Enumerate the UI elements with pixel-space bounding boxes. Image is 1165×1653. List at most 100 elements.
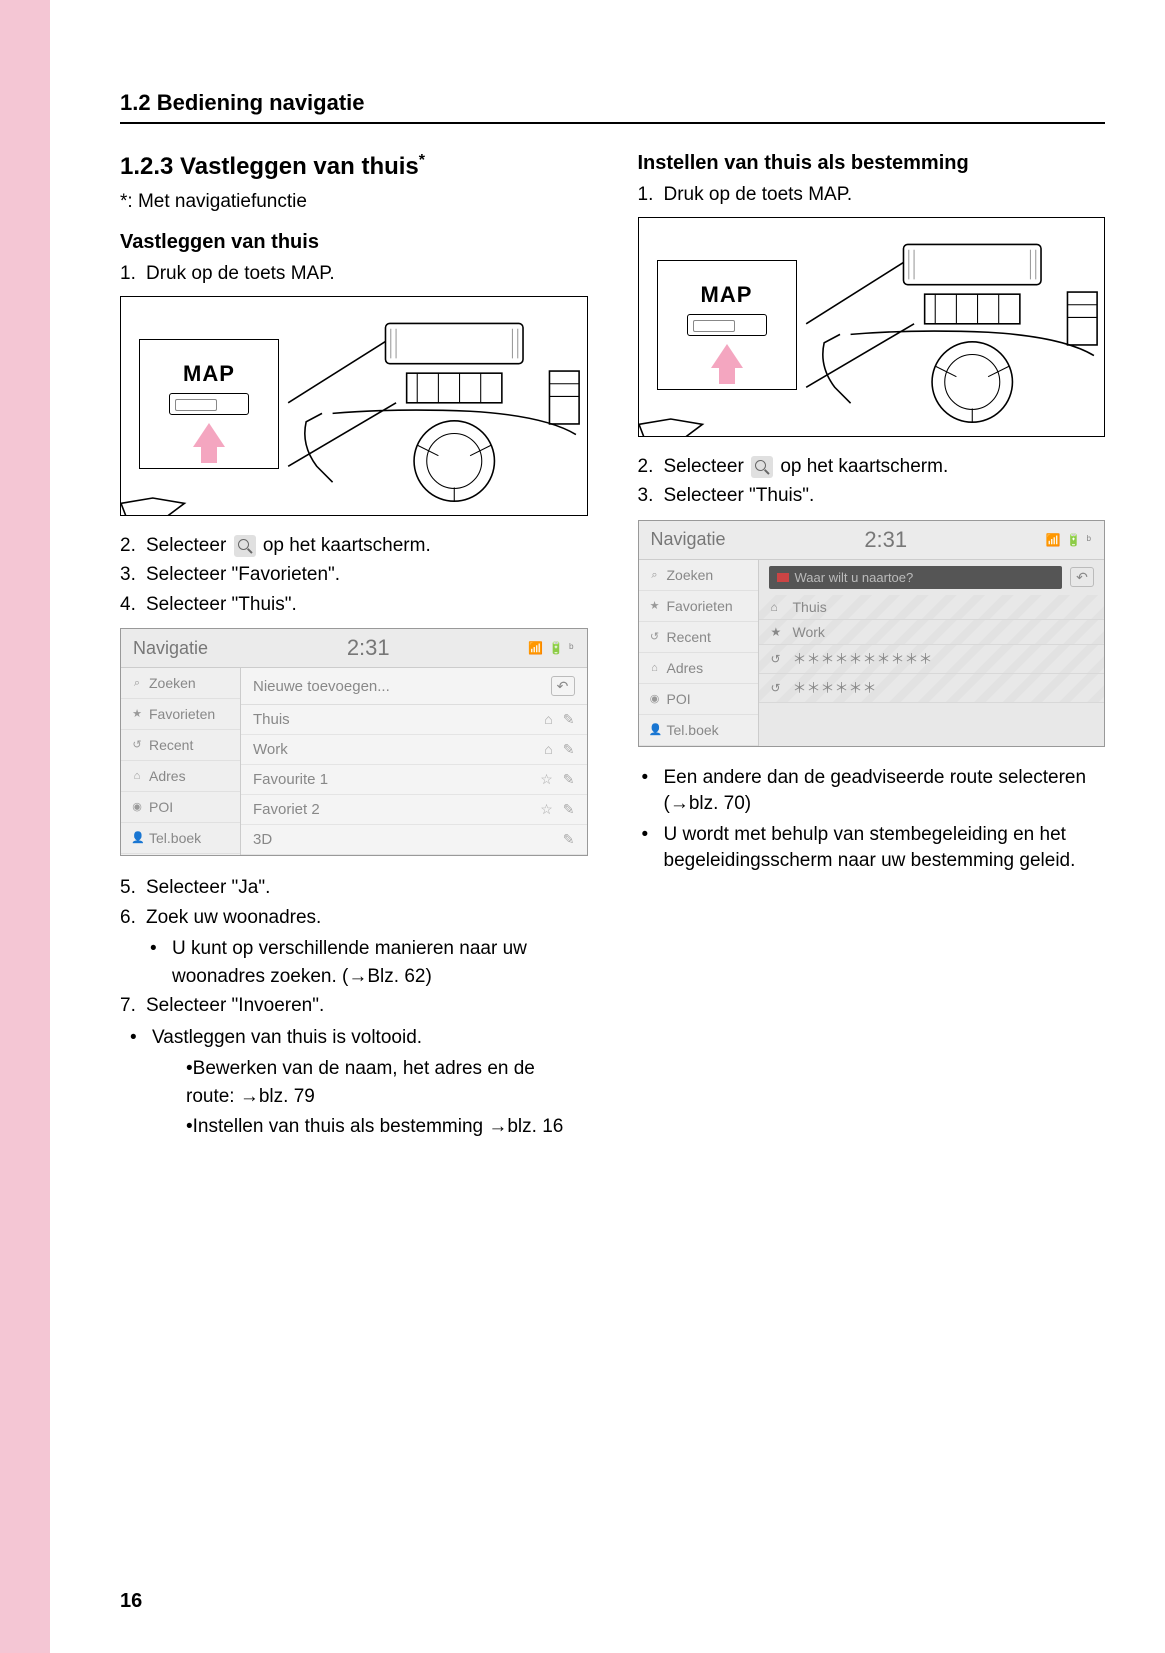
footnote: *: Met navigatiefunctie — [120, 191, 588, 213]
sidebar-item[interactable]: ◉ POI — [121, 792, 240, 823]
fav-row[interactable]: Work⌂✎ — [241, 735, 587, 765]
flag-icon — [777, 573, 789, 582]
sidebar-item[interactable]: ⌕Zoeken — [121, 668, 240, 699]
result-row[interactable]: ★Work — [759, 620, 1105, 645]
map-label: MAP — [183, 361, 235, 387]
sidebar-label: POI — [149, 799, 173, 815]
edit-icon[interactable]: ✎ — [563, 771, 575, 788]
right-bullet2: U wordt met behulp van stembegeleiding e… — [664, 822, 1106, 875]
ss2-main: Waar wilt u naartoe? ↶ ⌂Thuis ★Work ↺＊＊＊… — [759, 560, 1105, 746]
fav-row[interactable]: Thuis⌂✎ — [241, 705, 587, 735]
poi-icon: ◉ — [649, 693, 661, 705]
search-icon — [234, 535, 256, 557]
right-step1-text: Druk op de toets MAP. — [664, 184, 853, 205]
row-label: Thuis — [793, 599, 827, 615]
sidebar-item[interactable]: 👤Tel.boek — [121, 823, 240, 854]
step7-sub1: Bewerken van de naam, het adres en de ro… — [186, 1055, 588, 1110]
back-icon[interactable]: ↶ — [551, 676, 575, 696]
left-step1: 1.Druk op de toets MAP. — [146, 260, 588, 288]
step3-text: Selecteer "Favorieten". — [146, 564, 340, 585]
ss1-sidebar: ⌕Zoeken ★Favorieten ↺Recent ⌂Adres ◉POI … — [121, 668, 241, 855]
arrow-up-icon — [193, 423, 225, 447]
person-icon: 👤 — [649, 724, 661, 736]
home-icon: ⌂ — [771, 600, 785, 614]
sidebar-label: Recent — [149, 737, 193, 753]
sidebar-item[interactable]: ★ Favorieten — [639, 591, 758, 622]
poi-icon: ◉ — [131, 801, 143, 813]
map-callout-right: MAP — [657, 260, 797, 390]
fav-row[interactable]: 3D ✎ — [241, 825, 587, 855]
step5-text: Selecteer "Ja". — [146, 877, 270, 898]
map-illustration-left: MAP — [120, 296, 588, 516]
step7-bullet: Vastleggen van thuis is voltooid. — [152, 1024, 588, 1052]
step4-text: Selecteer "Thuis". — [146, 594, 297, 615]
map-callout: MAP — [139, 339, 279, 469]
back-icon[interactable]: ↶ — [1070, 567, 1094, 587]
nav-screenshot-search: Navigatie 2:31 📶 🔋 ᵇ ⌕Zoeken ★Favorieten… — [638, 520, 1106, 747]
search-placeholder: Waar wilt u naartoe? — [795, 570, 914, 585]
recent-icon: ↺ — [771, 652, 785, 666]
row-label: ＊＊＊＊＊＊＊＊＊＊ — [793, 649, 933, 669]
ss2-sidebar: ⌕Zoeken ★Favorieten ↺Recent ⌂Adres ◉POI … — [639, 560, 759, 746]
edit-icon[interactable]: ✎ — [563, 741, 575, 758]
sidebar-item[interactable]: ↺ Recent — [121, 730, 240, 761]
search-bar[interactable]: Waar wilt u naartoe? — [769, 566, 1063, 589]
left-step5: 5.Selecteer "Ja". — [146, 874, 588, 902]
result-row[interactable]: ⌂ Thuis — [759, 595, 1105, 620]
result-row[interactable]: ↺ ＊＊＊＊＊＊＊＊＊＊ — [759, 645, 1105, 674]
left-subhead: Vastleggen van thuis — [120, 231, 588, 254]
row-label: Work — [253, 741, 288, 758]
sidebar-item[interactable]: ⌕Zoeken — [639, 560, 758, 591]
left-margin-bar — [0, 0, 50, 1653]
right-step2: 2.Selecteer op het kaartscherm. — [664, 453, 1106, 481]
sidebar-label: Adres — [667, 660, 704, 676]
sidebar-item[interactable]: ◉ POI — [639, 684, 758, 715]
ss2-status-icons: 📶 🔋 ᵇ — [1046, 533, 1092, 547]
ss2-time: 2:31 — [864, 527, 907, 553]
sidebar-label: POI — [667, 691, 691, 707]
sidebar-label: Zoeken — [149, 675, 196, 691]
sidebar-item[interactable]: ⌂Adres — [121, 761, 240, 792]
sidebar-item[interactable]: ★Favorieten — [121, 699, 240, 730]
step2-pre: Selecteer — [146, 535, 232, 556]
right-subhead: Instellen van thuis als bestemming — [638, 152, 1106, 175]
ss1-time: 2:31 — [347, 635, 390, 661]
result-row[interactable]: ↺＊＊＊＊＊＊ — [759, 674, 1105, 703]
row-label: Favoriet 2 — [253, 801, 320, 818]
sidebar-item[interactable]: 👤Tel.boek — [639, 715, 758, 746]
step6-bullet: U kunt op verschillende manieren naar uw… — [172, 935, 588, 990]
row-label: Work — [793, 624, 825, 640]
home-icon: ⌂ — [649, 662, 661, 674]
star-icon: ☆ — [540, 801, 553, 818]
nav-screenshot-favourites: Navigatie 2:31 📶 🔋 ᵇ ⌕Zoeken ★Favorieten… — [120, 628, 588, 856]
page-number: 16 — [120, 1590, 142, 1613]
recent-icon: ↺ — [649, 631, 661, 643]
star-icon: ☆ — [540, 771, 553, 788]
add-new-label[interactable]: Nieuwe toevoegen... — [253, 678, 390, 695]
left-column: 1.2.3 Vastleggen van thuis* *: Met navig… — [120, 152, 588, 1142]
sidebar-label: Favorieten — [667, 598, 733, 614]
sidebar-label: Recent — [667, 629, 711, 645]
row-label: Thuis — [253, 711, 290, 728]
edit-icon[interactable]: ✎ — [563, 711, 575, 728]
edit-icon[interactable]: ✎ — [563, 801, 575, 818]
sidebar-label: Tel.boek — [149, 830, 201, 846]
ss1-title: Navigatie — [133, 638, 208, 659]
step2-post: op het kaartscherm. — [258, 535, 431, 556]
recent-icon: ↺ — [131, 739, 143, 751]
rstep2-pre: Selecteer — [664, 456, 750, 477]
edit-icon[interactable]: ✎ — [563, 831, 575, 848]
sidebar-item[interactable]: ⌂ Adres — [639, 653, 758, 684]
left-step2: 2.Selecteer op het kaartscherm. — [146, 532, 588, 560]
search-icon: ⌕ — [649, 569, 661, 581]
fav-row[interactable]: Favourite 1☆✎ — [241, 765, 587, 795]
subsection-sup: * — [419, 152, 425, 169]
fav-row[interactable]: Favoriet 2 ☆ ✎ — [241, 795, 587, 825]
left-step1-text: Druk op de toets MAP. — [146, 263, 335, 284]
right-bullet1: Een andere dan de geadviseerde route sel… — [664, 765, 1106, 818]
page-content: 1.2 Bediening navigatie 1.2.3 Vastleggen… — [50, 0, 1165, 1653]
star-icon: ★ — [649, 600, 661, 612]
ss1-main: Nieuwe toevoegen... ↶ Thuis⌂✎ Work⌂✎ Fav… — [241, 668, 587, 855]
sidebar-item[interactable]: ↺ Recent — [639, 622, 758, 653]
row-label: 3D — [253, 831, 272, 848]
